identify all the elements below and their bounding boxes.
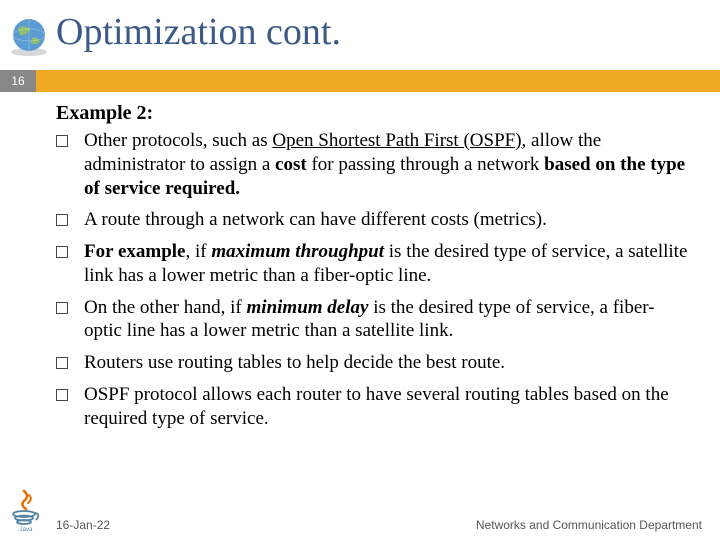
bullet-item: Routers use routing tables to help decid… — [56, 351, 690, 375]
bullet-text: On the other hand, if minimum delay is t… — [84, 296, 690, 344]
bullet-text: Other protocols, such as Open Shortest P… — [84, 129, 690, 200]
footer-department: Networks and Communication Department — [476, 518, 702, 532]
accent-bar: 16 — [0, 70, 720, 92]
accent-bar-fill — [36, 70, 720, 92]
content-area: Example 2: Other protocols, such as Open… — [0, 90, 720, 430]
checkbox-icon — [56, 389, 68, 401]
slide-title: Optimization cont. — [56, 10, 341, 54]
page-number-badge: 16 — [0, 70, 36, 92]
bullet-item: A route through a network can have diffe… — [56, 208, 690, 232]
bullet-list: Other protocols, such as Open Shortest P… — [56, 129, 690, 430]
footer: 16-Jan-22 Networks and Communication Dep… — [0, 518, 720, 532]
checkbox-icon — [56, 302, 68, 314]
bullet-text: Routers use routing tables to help decid… — [84, 351, 690, 375]
bullet-text: A route through a network can have diffe… — [84, 208, 690, 232]
bullet-item: On the other hand, if minimum delay is t… — [56, 296, 690, 344]
bullet-item: Other protocols, such as Open Shortest P… — [56, 129, 690, 200]
bullet-item: For example, if maximum throughput is th… — [56, 240, 690, 288]
footer-date: 16-Jan-22 — [56, 518, 110, 532]
bullet-text: For example, if maximum throughput is th… — [84, 240, 690, 288]
bullet-text: OSPF protocol allows each router to have… — [84, 383, 690, 431]
checkbox-icon — [56, 246, 68, 258]
globe-icon — [8, 16, 50, 58]
checkbox-icon — [56, 357, 68, 369]
header: Optimization cont. 16 — [0, 0, 720, 90]
bullet-item: OSPF protocol allows each router to have… — [56, 383, 690, 431]
checkbox-icon — [56, 135, 68, 147]
checkbox-icon — [56, 214, 68, 226]
example-label: Example 2: — [56, 102, 690, 125]
